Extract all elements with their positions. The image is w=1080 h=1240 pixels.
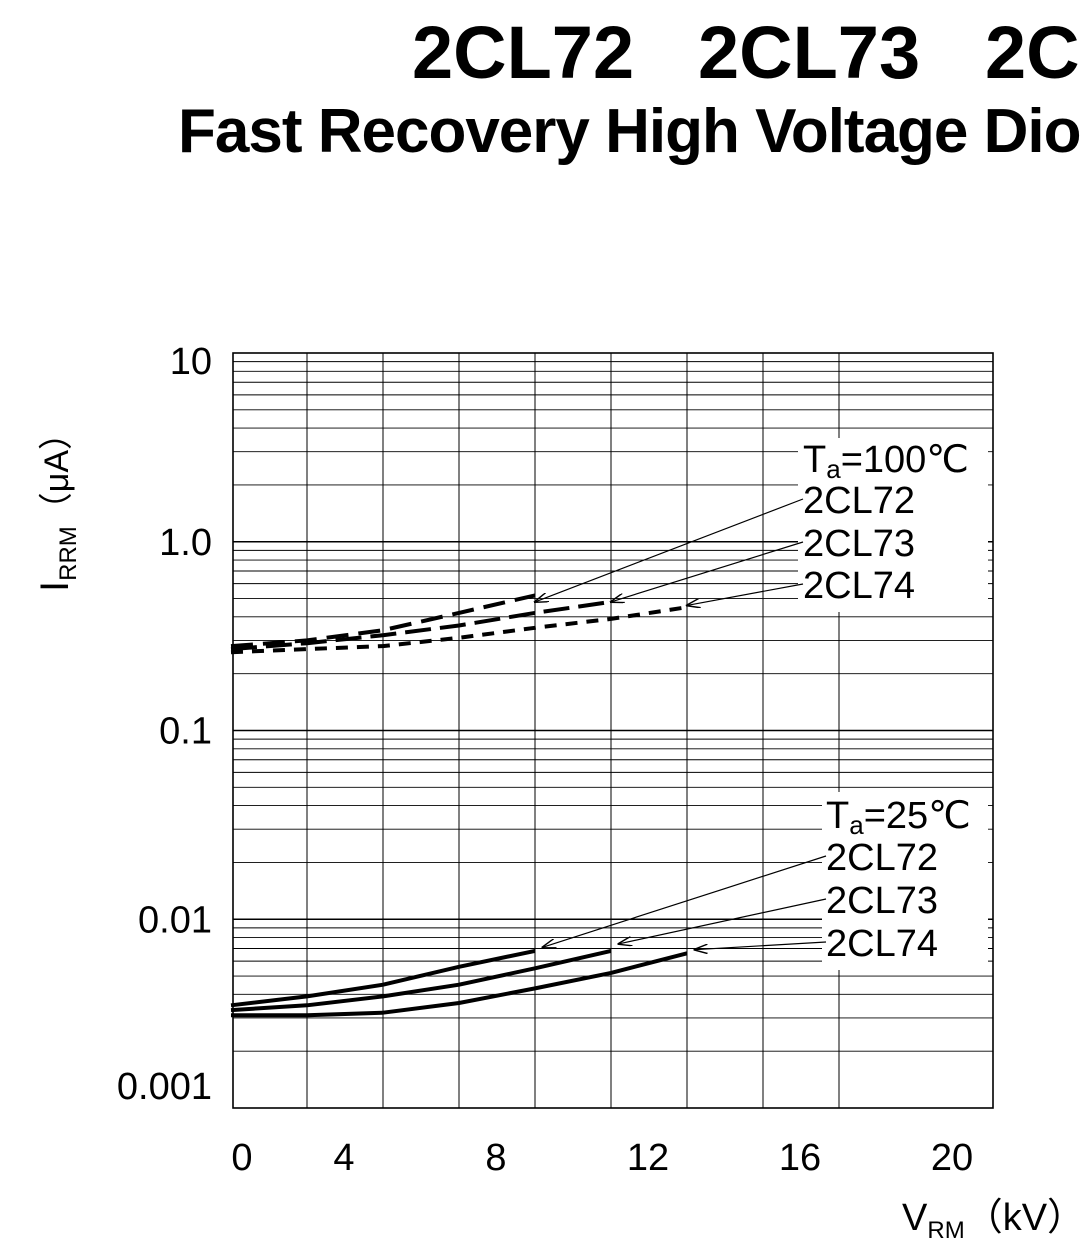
y-tick-label: 0.01 bbox=[138, 899, 212, 941]
y-axis-label: IRRM（μA） bbox=[33, 416, 82, 592]
model-name-2: 2CL73 bbox=[698, 11, 921, 94]
series-line-ta25-2cl72 bbox=[230, 948, 536, 1008]
y-tick-label: 0.1 bbox=[159, 711, 212, 753]
page-title-row: 2CL72 2CL73 2C bbox=[0, 8, 1080, 98]
series-line-ta25-2cl74 bbox=[231, 951, 688, 1018]
series-label: 2CL74 bbox=[826, 923, 938, 965]
y-tick-label: 0.001 bbox=[117, 1066, 212, 1108]
x-tick-label: 12 bbox=[627, 1137, 669, 1179]
condition-label: Ta=25℃ bbox=[826, 795, 971, 840]
x-tick-label: 20 bbox=[931, 1137, 973, 1179]
series-label: 2CL73 bbox=[826, 880, 938, 922]
model-name-1: 2CL72 bbox=[412, 11, 635, 94]
leader-arrow bbox=[611, 541, 804, 602]
plot-frame bbox=[232, 352, 994, 1109]
y-tick-label: 1.0 bbox=[159, 522, 212, 564]
annotation-background bbox=[822, 792, 988, 970]
x-tick-label: 8 bbox=[485, 1137, 506, 1179]
leader-arrow bbox=[619, 898, 827, 944]
leader-arrow bbox=[543, 855, 827, 947]
x-axis-label: VRM（kV） bbox=[902, 1197, 1080, 1240]
x-tick-label: 0 bbox=[231, 1137, 252, 1179]
series-line-ta100-2cl73 bbox=[230, 599, 612, 652]
annotation-background bbox=[798, 438, 988, 612]
model-name-3: 2C bbox=[985, 11, 1080, 94]
series-line-ta100-2cl74 bbox=[230, 605, 688, 655]
series-label: 2CL73 bbox=[803, 523, 915, 565]
leader-arrow bbox=[687, 583, 804, 605]
series-label: 2CL72 bbox=[826, 837, 938, 879]
x-tick-label: 16 bbox=[779, 1137, 821, 1179]
y-tick-label: 10 bbox=[170, 341, 212, 383]
series-label: 2CL74 bbox=[803, 565, 915, 607]
series-line-ta25-2cl73 bbox=[230, 948, 612, 1013]
leader-arrow bbox=[535, 498, 804, 602]
series-line-ta100-2cl72 bbox=[230, 593, 536, 649]
x-tick-label: 4 bbox=[333, 1137, 354, 1179]
series-label: 2CL72 bbox=[803, 480, 915, 522]
leader-arrow bbox=[695, 941, 827, 950]
page-subtitle: Fast Recovery High Voltage Dio bbox=[178, 97, 1080, 166]
